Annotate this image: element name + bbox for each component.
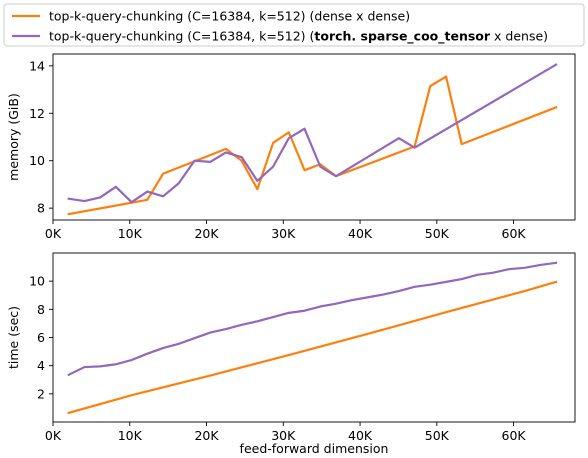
y-axis-label: memory (GiB) [6, 93, 21, 181]
legend-entry-text: top-k-query-chunking (C=16384, k=512) (d… [49, 9, 410, 24]
x-tick-label: 40K [348, 428, 373, 443]
x-tick-label: 20K [194, 428, 219, 443]
y-tick-label: 10 [29, 153, 45, 168]
y-tick-label: 8 [37, 302, 45, 317]
axes-frame [52, 252, 576, 423]
x-tick-label: 20K [194, 226, 219, 241]
x-tick-label: 10K [118, 226, 143, 241]
x-tick-label: 50K [425, 428, 450, 443]
legend-box [3, 3, 585, 47]
x-tick-label: 0K [45, 428, 62, 443]
axes-frame [52, 53, 576, 221]
y-tick-label: 14 [29, 58, 45, 73]
y-tick-label: 6 [37, 330, 45, 345]
y-tick-label: 12 [29, 106, 45, 121]
y-tick-label: 8 [37, 201, 45, 216]
y-tick-label: 4 [37, 358, 45, 373]
x-tick-label: 0K [45, 226, 62, 241]
y-tick-label: 2 [37, 386, 45, 401]
x-axis-label: feed-forward dimension [240, 441, 389, 456]
x-tick-label: 60K [502, 226, 527, 241]
x-tick-label: 50K [425, 226, 450, 241]
x-tick-label: 10K [118, 428, 143, 443]
x-tick-label: 30K [271, 428, 296, 443]
memory-panel: 0K 10K 20K 30K 40K 50K 60K 8 10 12 14 memory (GiB) [6, 53, 576, 241]
series-line-1 [67, 261, 558, 377]
y-axis-label: time (sec) [6, 306, 21, 369]
legend-entry-1: top-k-query-chunking (C=16384, k=512) (t… [49, 29, 548, 45]
legend-entry-0: top-k-query-chunking (C=16384, k=512) (d… [49, 9, 410, 24]
series-line-1 [67, 63, 558, 204]
series-line-0 [67, 280, 558, 415]
legend-entry-text: top-k-query-chunking (C=16384, k=512) ( [49, 29, 314, 44]
x-tick-label: 30K [271, 226, 296, 241]
x-tick-label: 40K [348, 226, 373, 241]
legend: top-k-query-chunking (C=16384, k=512) (d… [3, 3, 585, 47]
legend-entry-bold-text: torch. sparse_coo_tensor [314, 29, 491, 45]
legend-entry-suffix-text: x dense) [490, 29, 548, 44]
x-tick-label: 60K [502, 428, 527, 443]
time-panel: 0K 10K 20K 30K 40K 50K 60K 2 4 6 8 10 time (sec) feed… [6, 252, 576, 456]
y-tick-label: 10 [29, 274, 45, 289]
